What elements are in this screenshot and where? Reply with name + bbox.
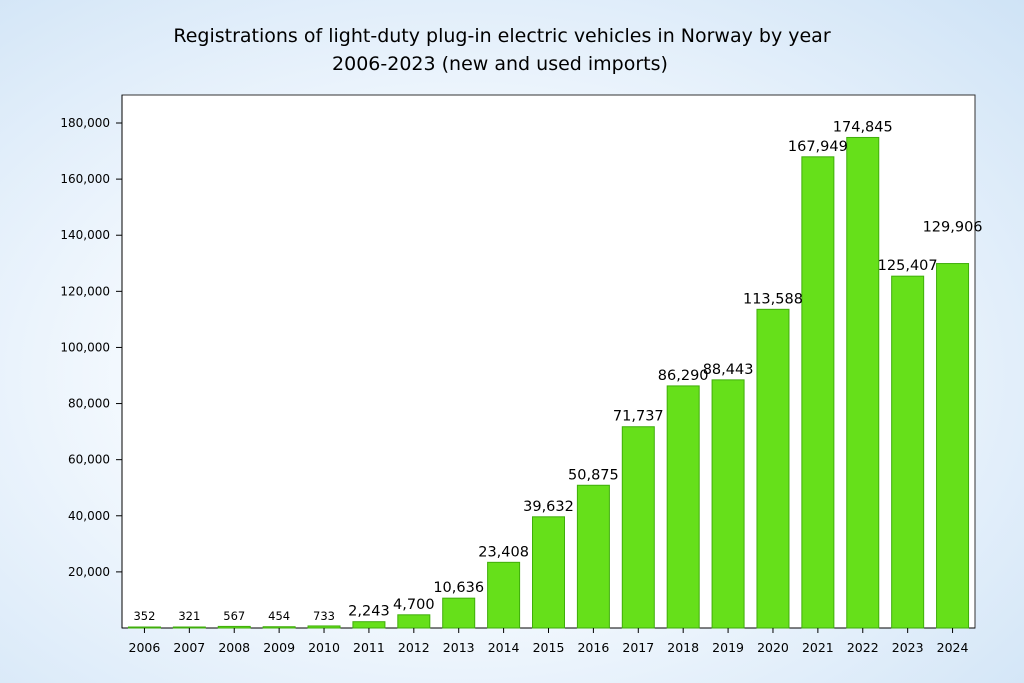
data-label-2011: 2,243: [348, 604, 390, 620]
data-label-2006: 352: [133, 609, 155, 623]
data-label-2008: 567: [223, 609, 245, 623]
x-tick-label-2019: 2019: [712, 640, 744, 655]
bars-group: [127, 136, 970, 629]
data-label-2014: 23,408: [478, 544, 529, 560]
x-tick-label-2007: 2007: [173, 640, 205, 655]
y-tick-label: 120,000: [60, 284, 110, 298]
y-tick-label: 60,000: [68, 453, 110, 467]
bar-2016: [576, 484, 610, 629]
data-label-2010: 733: [313, 609, 335, 623]
y-tick-label: 160,000: [60, 172, 110, 186]
y-tick-label: 80,000: [68, 397, 110, 411]
data-label-2016: 50,875: [568, 467, 619, 483]
x-tick-label-2020: 2020: [757, 640, 789, 655]
chart-subtitle: 2006-2023 (new and used imports): [332, 53, 668, 75]
x-axis-ticks: 2006 2007 2008 2009 2010 2011 2012 2013 2014 2015…: [129, 628, 969, 655]
bar-2019: [711, 379, 745, 629]
y-tick-label: 140,000: [60, 228, 110, 242]
bar-2008: [217, 625, 251, 629]
data-label-2012: 4,700: [393, 597, 435, 613]
bar-2020: [756, 308, 790, 629]
data-label-2017: 71,737: [613, 409, 664, 425]
data-label-2024: 129,906: [923, 220, 983, 236]
y-tick-label: 20,000: [68, 565, 110, 579]
chart-title: Registrations of light-duty plug-in elec…: [173, 25, 830, 47]
x-tick-label-2014: 2014: [488, 640, 520, 655]
y-axis-ticks: 20,000 40,000 60,000 80,000 100,000 120,000 14…: [60, 116, 122, 579]
data-label-2015: 39,632: [523, 499, 574, 515]
x-tick-label-2011: 2011: [353, 640, 385, 655]
x-tick-label-2012: 2012: [398, 640, 430, 655]
x-tick-label-2021: 2021: [802, 640, 834, 655]
bar-2014: [487, 561, 521, 629]
bar-2013: [442, 597, 476, 629]
data-label-2007: 321: [178, 609, 200, 623]
bar-2006: [127, 626, 161, 629]
bar-2015: [532, 516, 565, 629]
x-tick-label-2018: 2018: [667, 640, 699, 655]
bar-2007: [172, 626, 206, 629]
bar-2021: [801, 156, 835, 629]
data-label-2009: 454: [268, 609, 290, 623]
bar-2024: [936, 263, 970, 629]
y-tick-label: 40,000: [68, 509, 110, 523]
x-tick-label-2013: 2013: [443, 640, 475, 655]
data-label-2019: 88,443: [703, 362, 754, 378]
x-tick-label-2010: 2010: [308, 640, 340, 655]
x-tick-label-2022: 2022: [847, 640, 879, 655]
x-tick-label-2006: 2006: [129, 640, 161, 655]
x-tick-label-2024: 2024: [937, 640, 969, 655]
bar-2023: [891, 275, 925, 629]
bar-2018: [666, 385, 700, 629]
x-tick-label-2017: 2017: [622, 640, 654, 655]
data-label-2021: 167,949: [788, 139, 848, 155]
bar-2022: [846, 136, 880, 629]
x-tick-label-2009: 2009: [263, 640, 295, 655]
y-tick-label: 100,000: [60, 340, 110, 354]
x-tick-label-2023: 2023: [892, 640, 924, 655]
y-tick-label: 180,000: [60, 116, 110, 130]
bar-2012: [397, 614, 431, 629]
data-label-2022: 174,845: [833, 119, 893, 135]
x-tick-label-2008: 2008: [218, 640, 250, 655]
bar-2010: [307, 625, 341, 629]
data-label-2020: 113,588: [743, 291, 803, 307]
x-tick-label-2016: 2016: [577, 640, 609, 655]
bar-2009: [262, 626, 296, 629]
data-label-2023: 125,407: [878, 258, 938, 274]
data-label-2018: 86,290: [658, 368, 709, 384]
bar-2017: [621, 426, 655, 629]
x-tick-label-2015: 2015: [533, 640, 565, 655]
bar-2011: [352, 621, 386, 629]
data-label-2013: 10,636: [433, 580, 484, 596]
